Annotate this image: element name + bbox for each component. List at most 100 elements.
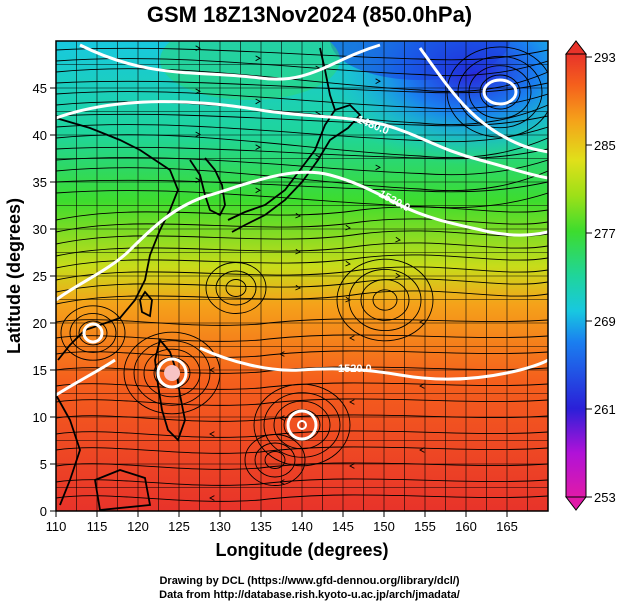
x-tick-label: 165 (496, 519, 518, 534)
typhoon-center-west-pacific (286, 409, 318, 441)
streamline (56, 146, 548, 160)
colorbar-tick-label: 269 (594, 314, 616, 329)
vortex-streamline (205, 262, 267, 314)
streamline-arrow (209, 431, 215, 437)
vortex-streamline (468, 65, 532, 119)
streamline-arrow (195, 45, 201, 51)
y-tick-label: 45 (33, 81, 47, 96)
colorbar: 293 285 277 269 261 253 (564, 40, 616, 511)
coast-taiwan (139, 290, 153, 318)
typhoon-eye-philippines (164, 365, 180, 381)
contour-label-1520-south: 1520.0 (338, 363, 372, 375)
vortex-streamline (254, 442, 296, 478)
vortex-streamline (69, 313, 117, 354)
vortex-streamline (133, 340, 211, 406)
y-tick-label: 10 (33, 410, 47, 425)
contour-1520-west (56, 358, 116, 397)
x-tick-label: 110 (46, 519, 67, 534)
streamline-arrow (295, 284, 301, 291)
contour-1520-south (199, 346, 548, 381)
y-tick-label: 35 (33, 175, 47, 190)
streamline-arrow (419, 447, 425, 453)
streamline-arrow (375, 78, 381, 84)
vortex-streamline (60, 305, 126, 361)
vortex-streamline (244, 434, 306, 486)
streamline-arrow (279, 479, 285, 485)
vortex-streamline (143, 348, 201, 398)
colorbar-body (565, 53, 587, 498)
vortex-streamline (225, 279, 247, 297)
streamline-arrow (195, 88, 201, 95)
colorbar-tick-label: 285 (594, 138, 616, 153)
streamline-arrow (255, 144, 261, 150)
x-tick-label: 130 (209, 519, 231, 534)
streamline-arrow (345, 296, 351, 303)
y-tick-label: 25 (33, 269, 47, 284)
streamline-arrow (255, 55, 261, 62)
coast-borneo (93, 469, 152, 511)
coast-korea (189, 157, 226, 217)
credit-drawing: Drawing by DCL (https://www.gfd-dennou.o… (159, 575, 460, 587)
contour-1480 (56, 100, 548, 180)
coast-indochina (56, 394, 81, 506)
streamline-arrow (255, 187, 261, 194)
streamline-arrow (345, 224, 351, 231)
vortex-streamline (372, 289, 398, 311)
streamline (56, 80, 548, 94)
streamline (56, 190, 548, 209)
streamline-arrow (349, 335, 355, 341)
colorbar-tick-label: 277 (594, 226, 616, 241)
x-axis-ticks: 110 115 120 125 130 135 140 145 150 155 160 165 (46, 511, 518, 534)
chart-title: GSM 18Z13Nov2024 (850.0hPa) (146, 2, 473, 27)
streamline-arrow (295, 248, 301, 255)
streamline-arrow (349, 399, 355, 405)
y-tick-label: 15 (33, 363, 47, 378)
colorbar-tick-label: 253 (594, 490, 616, 505)
x-tick-label: 150 (373, 519, 395, 534)
contour-upper-right (418, 47, 548, 154)
vortex-streamline (360, 279, 410, 321)
lat-lon-grid (55, 40, 549, 512)
streamline-arrow (279, 415, 285, 421)
streamline-arrow (279, 351, 285, 357)
vortex-streamline (336, 258, 434, 342)
x-tick-label: 160 (455, 519, 477, 534)
streamline-arrow (295, 212, 301, 219)
x-tick-label: 140 (291, 519, 313, 534)
streamline (56, 167, 548, 192)
height-contours (56, 43, 548, 441)
streamline-arrow (395, 236, 401, 243)
streamline-arrow (255, 98, 261, 105)
vortex-streamline (457, 55, 543, 129)
y-tick-label: 40 (33, 128, 47, 143)
contour-1440 (79, 43, 381, 81)
typhoon-center-south-china-sea (82, 322, 104, 344)
streamline-arrow (419, 383, 425, 389)
colorbar-bottom-arrow (564, 496, 588, 511)
low-center-ne (482, 78, 518, 106)
coast-sakhalin (319, 47, 336, 111)
colorbar-top-arrow (564, 40, 588, 55)
streamline-arrow (375, 164, 381, 171)
y-axis-ticks: 0 5 10 15 20 25 30 35 40 45 (33, 81, 56, 519)
temperature-field (56, 41, 548, 511)
x-tick-label: 120 (127, 519, 149, 534)
x-tick-label: 155 (414, 519, 436, 534)
vortex-streamline (348, 268, 422, 332)
streamline-arrow (345, 260, 351, 267)
streamline (56, 113, 548, 127)
x-tick-label: 115 (87, 519, 108, 534)
typhoon-center-philippines (156, 357, 188, 389)
typhoon-eye-west-pacific (297, 420, 307, 430)
y-axis-title: Latitude (degrees) (4, 198, 24, 354)
x-tick-label: 125 (168, 519, 190, 534)
vortex-streamline (446, 46, 548, 138)
x-axis-title: Longitude (degrees) (215, 540, 388, 560)
streamline-arrow (349, 463, 355, 469)
x-tick-label: 135 (250, 519, 272, 534)
colorbar-tick-label: 293 (594, 50, 616, 65)
colorbar-tick-label: 261 (594, 402, 616, 417)
y-tick-label: 5 (40, 457, 47, 472)
credits: Drawing by DCL (https://www.gfd-dennou.o… (0, 574, 619, 602)
